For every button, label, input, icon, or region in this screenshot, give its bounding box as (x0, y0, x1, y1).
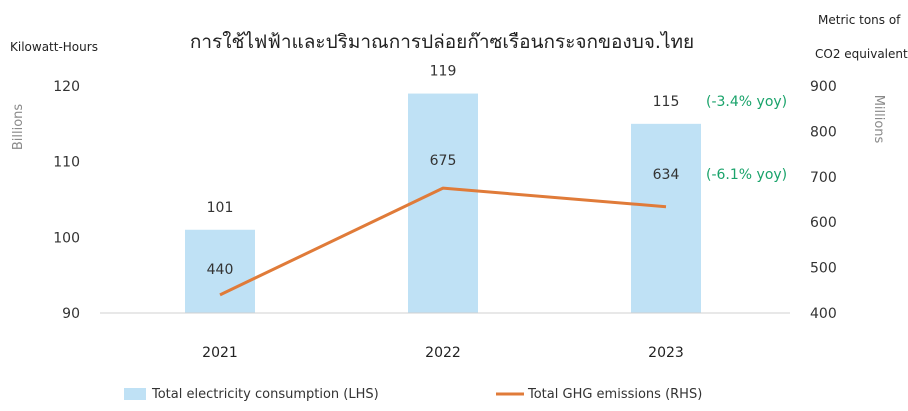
left-axis-unit-label: Kilowatt-Hours (10, 40, 98, 54)
bar-2023 (631, 123, 701, 313)
right-axis-scale-label: Millions (871, 95, 886, 144)
line-value-label: 440 (207, 262, 234, 278)
bar-2021 (185, 229, 255, 313)
legend-label-electricity: Total electricity consumption (LHS) (151, 387, 379, 402)
plot-area: 90 100 110 120 400 500 600 700 800 900 2021 2022 202… (53, 64, 836, 361)
legend-swatch-electricity (124, 388, 146, 400)
right-axis-tick-label: 500 (810, 261, 837, 277)
line-value-label: 675 (430, 153, 457, 169)
category-label: 2022 (425, 345, 461, 361)
left-axis-tick-label: 90 (62, 306, 80, 322)
right-axis-unit-label-2: CO2 equivalent (815, 47, 908, 61)
right-axis-tick-label: 800 (810, 124, 837, 140)
line-yoy-annotation: (-6.1% yoy) (706, 167, 787, 183)
right-axis-unit-label-1: Metric tons of (818, 13, 901, 27)
right-axis-tick-label: 700 (810, 170, 837, 186)
right-axis-tick-label: 600 (810, 215, 837, 231)
legend-label-ghg: Total GHG emissions (RHS) (527, 387, 702, 402)
left-axis-scale-label: Billions (11, 104, 26, 151)
left-axis-tick-label: 100 (53, 230, 80, 246)
category-label: 2023 (648, 345, 684, 361)
left-axis-tick-label: 120 (53, 79, 80, 95)
line-value-label: 634 (653, 167, 680, 183)
chart-title: การใช้ไฟฟ้าและปริมาณการปล่อยก๊าซเรือนกระ… (190, 31, 694, 53)
bar-value-label: 101 (207, 200, 234, 216)
right-axis-tick-label: 400 (810, 306, 837, 322)
category-label: 2021 (202, 345, 238, 361)
left-axis-tick-label: 110 (53, 155, 80, 171)
legend: Total electricity consumption (LHS) Total… (124, 387, 702, 402)
bar-value-label: 119 (430, 64, 457, 80)
ghg-emissions-line (219, 186, 667, 297)
right-axis-tick-label: 900 (810, 79, 837, 95)
bar-value-label: 115 (653, 94, 680, 110)
bar-yoy-annotation: (-3.4% yoy) (706, 94, 787, 110)
bar-2022 (408, 93, 478, 313)
